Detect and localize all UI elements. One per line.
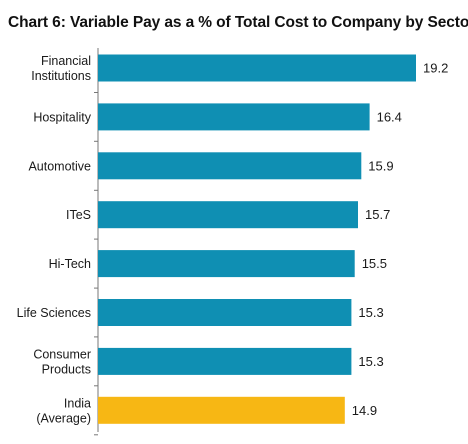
bar — [98, 250, 355, 278]
value-label: 15.3 — [358, 305, 383, 320]
bar — [98, 152, 362, 180]
category-label: Hospitality — [33, 110, 91, 124]
value-label: 19.2 — [423, 61, 448, 76]
category-label: Products — [42, 362, 91, 376]
bar — [98, 54, 416, 82]
value-label: 15.9 — [368, 158, 393, 173]
category-label: Automotive — [28, 159, 91, 173]
bar — [98, 103, 370, 131]
category-label: Institutions — [31, 69, 91, 83]
value-label: 15.5 — [362, 256, 387, 271]
category-label: Hi-Tech — [49, 257, 91, 271]
category-label: Consumer — [33, 347, 91, 361]
value-label: 15.3 — [358, 354, 383, 369]
value-label: 16.4 — [377, 109, 402, 124]
bar — [98, 396, 345, 424]
category-label: Life Sciences — [17, 306, 91, 320]
category-label: (Average) — [36, 411, 91, 425]
category-label: Financial — [41, 54, 91, 68]
bar — [98, 299, 352, 326]
chart-title: Chart 6: Variable Pay as a % of Total Co… — [8, 14, 468, 31]
bar — [98, 347, 352, 375]
value-label: 15.7 — [365, 207, 390, 222]
category-label: ITeS — [66, 208, 91, 222]
category-label: India — [64, 396, 91, 410]
value-label: 14.9 — [352, 403, 377, 418]
bar — [98, 201, 358, 229]
